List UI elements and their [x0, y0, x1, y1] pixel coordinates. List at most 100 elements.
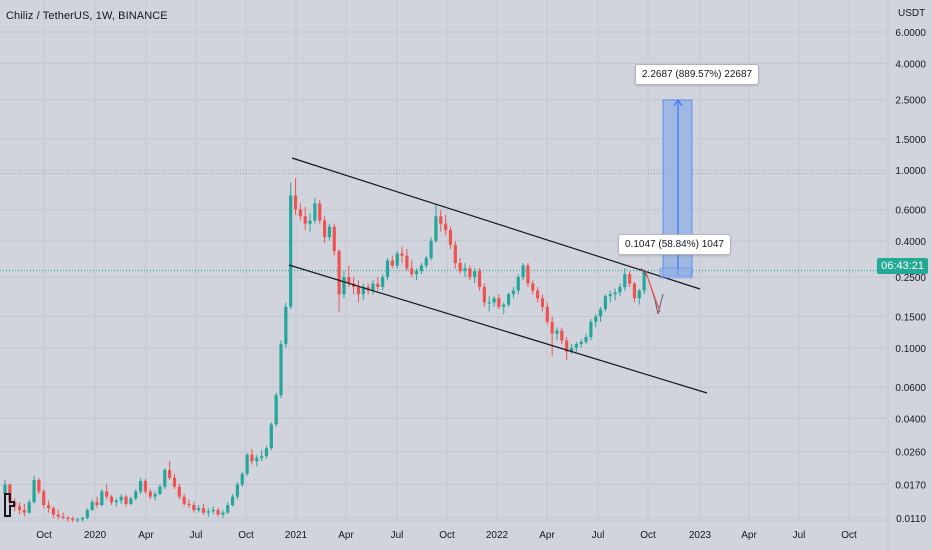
- x-tick-label: Oct: [36, 530, 52, 541]
- candle-body: [424, 258, 428, 266]
- candle-body: [439, 216, 443, 224]
- y-tick-label: 0.1500: [895, 312, 926, 323]
- candle-body: [269, 424, 273, 449]
- candle-body: [216, 510, 220, 515]
- y-tick-label: 2.5000: [895, 96, 926, 107]
- candle-body: [245, 454, 249, 474]
- y-tick-label: 1.0000: [895, 166, 926, 177]
- candle-body: [560, 330, 564, 341]
- candle-body: [511, 290, 516, 295]
- candle-body: [206, 511, 210, 513]
- y-tick-label: 0.0170: [895, 480, 926, 491]
- candle-body: [298, 209, 302, 217]
- candle-body: [390, 260, 394, 266]
- candle-body: [555, 330, 559, 334]
- candle-body: [468, 268, 472, 278]
- candle-body: [574, 344, 578, 348]
- candle-body: [289, 195, 293, 307]
- candle-body: [255, 457, 259, 462]
- currency-label: USDT: [898, 8, 925, 19]
- candle-body: [51, 508, 56, 515]
- candle-body: [414, 271, 419, 275]
- measure-label-small[interactable]: 0.1047 (58.84%) 1047: [618, 234, 731, 255]
- candle-body: [400, 253, 404, 256]
- candle-body: [531, 283, 535, 291]
- candle-body: [32, 480, 36, 503]
- candle-body: [124, 496, 128, 504]
- candle-body: [589, 321, 593, 337]
- candles: [3, 178, 646, 523]
- candle-body: [502, 304, 506, 307]
- reference-line-layer: [0, 172, 888, 272]
- candle-body: [429, 240, 433, 259]
- price-axis[interactable]: 6.0000 4.0000 2.5000 1.5000 1.0000 0.6000 0.40…: [895, 8, 926, 525]
- candle-body: [347, 277, 351, 284]
- x-tick-label: Jul: [793, 530, 806, 541]
- candle-body: [221, 512, 225, 515]
- candle-body: [613, 292, 617, 295]
- candle-body: [385, 260, 390, 278]
- y-tick-label: 6.0000: [895, 28, 926, 39]
- candle-body: [405, 255, 409, 269]
- y-tick-label: 0.0400: [895, 414, 926, 425]
- last-price-tag: 06:43:21: [877, 258, 928, 274]
- candle-body: [27, 502, 31, 513]
- x-tick-label: Oct: [640, 530, 656, 541]
- candle-body: [337, 251, 341, 295]
- candle-body: [119, 496, 123, 501]
- candle-body: [376, 283, 380, 287]
- x-tick-label: Oct: [439, 530, 455, 541]
- candle-body: [332, 226, 336, 252]
- candle-body: [356, 286, 361, 295]
- candle-body: [594, 316, 598, 322]
- x-tick-label: Apr: [539, 530, 555, 541]
- pattern-line: [640, 267, 664, 315]
- y-tick-label: 0.0110: [896, 514, 926, 525]
- candle-body: [477, 271, 482, 287]
- x-tick-label: Apr: [338, 530, 354, 541]
- candle-body: [536, 290, 540, 299]
- candle-body: [163, 469, 167, 487]
- x-tick-label: Apr: [138, 530, 154, 541]
- y-tick-label: 4.0000: [895, 59, 926, 70]
- candle-body: [192, 505, 196, 511]
- grid: [0, 0, 889, 550]
- candle-body: [371, 283, 375, 291]
- candle-body: [361, 286, 365, 295]
- y-tick-label: 0.1000: [895, 344, 926, 355]
- candle-body: [100, 491, 104, 506]
- x-tick-label: Apr: [741, 530, 757, 541]
- candle-body: [565, 340, 569, 352]
- candle-body: [22, 510, 26, 513]
- candle-body: [61, 516, 65, 518]
- candle-body: [526, 265, 530, 284]
- candle-body: [579, 341, 583, 345]
- candle-body: [381, 277, 385, 287]
- candle-body: [76, 519, 80, 521]
- candle-body: [143, 480, 148, 492]
- candle-body: [313, 203, 317, 221]
- x-tick-label: Oct: [841, 530, 857, 541]
- x-tick-label: 2022: [486, 530, 509, 541]
- pattern-line-red: [644, 269, 661, 313]
- candle-body: [172, 477, 177, 487]
- candle-body: [240, 473, 244, 485]
- candle-body: [182, 496, 186, 504]
- candle-body: [129, 498, 133, 504]
- candle-body: [148, 491, 152, 497]
- candle-body: [187, 503, 191, 506]
- candle-body: [550, 321, 554, 334]
- y-tick-label: 0.4000: [895, 237, 926, 248]
- candle-body: [177, 486, 181, 497]
- candle-body: [197, 508, 201, 511]
- candle-body: [211, 510, 215, 512]
- measure-label-large[interactable]: 2.2687 (889.57%) 22687: [635, 64, 760, 85]
- candle-body: [618, 286, 622, 293]
- symbol-title[interactable]: Chiliz / TetherUS, 1W, BINANCE: [6, 10, 168, 22]
- candle-body: [109, 496, 114, 503]
- time-axis[interactable]: Oct 2020 Apr Jul Oct 2021 Apr Jul Oct 2022 Apr Jul O…: [36, 530, 857, 541]
- candle-body: [637, 290, 641, 299]
- candle-body: [153, 494, 157, 497]
